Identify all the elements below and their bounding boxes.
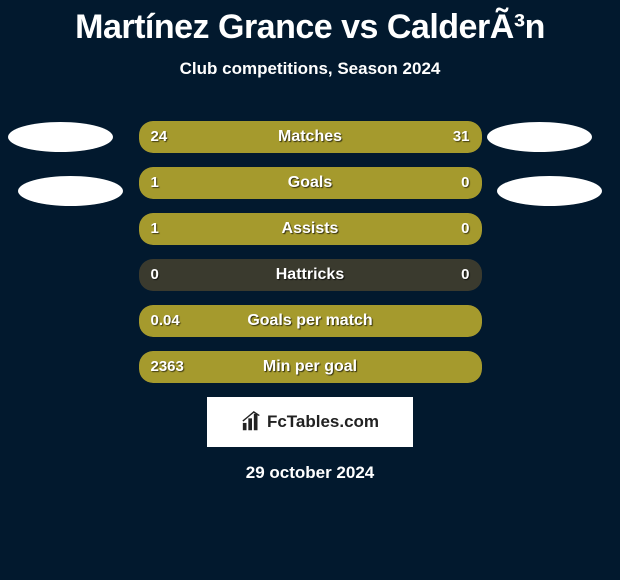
stat-row: 10Assists [139, 213, 482, 245]
stat-row: 00Hattricks [139, 259, 482, 291]
stat-label: Matches [139, 121, 482, 153]
stat-row: 10Goals [139, 167, 482, 199]
stat-row: 2431Matches [139, 121, 482, 153]
page-title: Martínez Grance vs CalderÃ³n [0, 0, 620, 47]
stat-label: Assists [139, 213, 482, 245]
brand-chart-icon [241, 411, 263, 433]
player-right-avatar-1 [487, 122, 592, 152]
footer-date: 29 october 2024 [0, 463, 620, 483]
stat-row: 2363Min per goal [139, 351, 482, 383]
player-left-avatar-2 [18, 176, 123, 206]
brand-badge: FcTables.com [207, 397, 413, 447]
stat-label: Min per goal [139, 351, 482, 383]
stat-label: Hattricks [139, 259, 482, 291]
stats-container: 2431Matches 10Goals 10Assists 00Hattricks 0.… [139, 121, 482, 383]
stat-row: 0.04Goals per match [139, 305, 482, 337]
stat-label: Goals per match [139, 305, 482, 337]
player-right-avatar-2 [497, 176, 602, 206]
player-left-avatar-1 [8, 122, 113, 152]
stat-label: Goals [139, 167, 482, 199]
brand-text: FcTables.com [267, 412, 379, 432]
page-subtitle: Club competitions, Season 2024 [0, 59, 620, 79]
